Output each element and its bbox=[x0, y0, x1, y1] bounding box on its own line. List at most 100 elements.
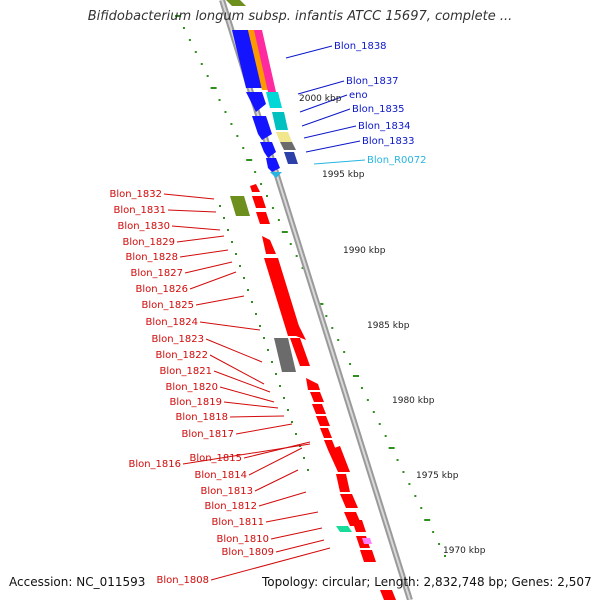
gene-label[interactable]: Blon_1837 bbox=[346, 76, 399, 87]
leader-line bbox=[248, 447, 303, 476]
gene-feature[interactable] bbox=[256, 212, 270, 224]
gene-feature[interactable] bbox=[352, 520, 366, 532]
gene-feature[interactable] bbox=[252, 196, 266, 208]
gene-label[interactable]: Blon_1817 bbox=[181, 429, 234, 440]
gene-feature[interactable] bbox=[280, 142, 296, 150]
gene-label[interactable]: Blon_1838 bbox=[334, 41, 387, 52]
tick-mark bbox=[239, 265, 241, 267]
gene-feature[interactable] bbox=[250, 184, 260, 192]
tick-mark bbox=[331, 327, 334, 329]
leader-line bbox=[297, 80, 345, 95]
tick-mark bbox=[227, 229, 229, 231]
tick-mark bbox=[263, 337, 265, 339]
gene-feature[interactable] bbox=[252, 116, 272, 140]
tick-mark bbox=[219, 205, 221, 207]
gene-feature[interactable] bbox=[362, 538, 372, 544]
gene-feature[interactable] bbox=[310, 392, 324, 402]
tick-mark bbox=[267, 349, 269, 351]
tick-mark bbox=[317, 303, 324, 305]
gene-label[interactable]: Blon_1808 bbox=[156, 575, 209, 586]
gene-feature[interactable] bbox=[286, 320, 306, 340]
ruler-label: 1995 kbp bbox=[322, 170, 365, 180]
gene-feature[interactable] bbox=[306, 378, 320, 390]
tick-mark bbox=[287, 409, 289, 411]
gene-feature[interactable] bbox=[324, 440, 336, 450]
tick-mark bbox=[444, 555, 446, 557]
gene-feature[interactable] bbox=[230, 196, 250, 216]
ruler-label: 1990 kbp bbox=[343, 246, 386, 256]
gene-label[interactable]: Blon_1816 bbox=[128, 459, 181, 470]
leader-line bbox=[229, 415, 285, 418]
gene-label[interactable]: Blon_1820 bbox=[165, 382, 218, 393]
leader-line bbox=[171, 225, 221, 231]
gene-feature[interactable] bbox=[316, 416, 330, 426]
gene-feature[interactable] bbox=[360, 550, 376, 562]
gene-label[interactable]: Blon_1818 bbox=[175, 412, 228, 423]
gene-label[interactable]: Blon_1824 bbox=[145, 317, 198, 328]
gene-feature[interactable] bbox=[328, 446, 350, 472]
gene-label[interactable]: Blon_1832 bbox=[109, 189, 162, 200]
gene-feature[interactable] bbox=[290, 338, 310, 366]
gene-feature[interactable] bbox=[266, 158, 280, 172]
gene-feature[interactable] bbox=[336, 474, 350, 492]
gene-feature[interactable] bbox=[232, 30, 262, 88]
gene-feature[interactable] bbox=[272, 112, 288, 130]
gene-label[interactable]: Blon_1812 bbox=[204, 501, 257, 512]
gene-label[interactable]: Blon_1825 bbox=[141, 300, 194, 311]
gene-feature[interactable] bbox=[274, 338, 296, 372]
gene-feature[interactable] bbox=[226, 0, 246, 6]
gene-label[interactable]: eno bbox=[349, 90, 368, 101]
leader-line bbox=[199, 321, 261, 331]
gene-feature[interactable] bbox=[380, 590, 396, 600]
gene-label[interactable]: Blon_R0072 bbox=[367, 155, 427, 166]
map-title: Bifidobacterium longum subsp. infantis A… bbox=[87, 9, 513, 24]
gene-label[interactable]: Blon_1831 bbox=[113, 205, 166, 216]
gene-label[interactable]: Blon_1822 bbox=[155, 350, 208, 361]
gene-label[interactable]: Blon_1814 bbox=[194, 470, 247, 481]
gene-label[interactable]: Blon_1835 bbox=[352, 104, 405, 115]
gene-label[interactable]: Blon_1828 bbox=[125, 252, 178, 263]
gene-feature[interactable] bbox=[276, 132, 292, 142]
leader-line bbox=[299, 94, 348, 113]
leader-line bbox=[189, 271, 237, 290]
tick-mark bbox=[243, 277, 245, 279]
gene-label[interactable]: Blon_1833 bbox=[362, 136, 415, 147]
gene-feature[interactable] bbox=[262, 236, 276, 254]
gene-label[interactable]: Blon_1829 bbox=[122, 237, 175, 248]
tick-mark bbox=[266, 195, 268, 197]
gene-feature[interactable] bbox=[336, 526, 352, 532]
gene-label[interactable]: Blon_1811 bbox=[211, 517, 264, 528]
gene-label[interactable]: Blon_1815 bbox=[189, 453, 242, 464]
gene-label[interactable]: Blon_1827 bbox=[130, 268, 183, 279]
gene-label[interactable]: Blon_1821 bbox=[159, 366, 212, 377]
leader-line bbox=[235, 423, 293, 435]
accession-text: Accession: NC_011593 bbox=[9, 575, 146, 589]
gene-label[interactable]: Blon_1810 bbox=[216, 534, 269, 545]
gene-feature[interactable] bbox=[246, 92, 266, 112]
gene-feature[interactable] bbox=[320, 428, 332, 438]
gene-label[interactable]: Blon_1834 bbox=[358, 121, 411, 132]
gene-feature[interactable] bbox=[254, 30, 276, 92]
gene-label[interactable]: Blon_1813 bbox=[200, 486, 253, 497]
gene-feature[interactable] bbox=[264, 258, 302, 336]
tick-mark bbox=[200, 63, 203, 65]
gene-feature[interactable] bbox=[284, 152, 298, 164]
tick-mark bbox=[384, 435, 387, 437]
label-leader-lines bbox=[163, 45, 366, 581]
gene-label[interactable]: Blon_1826 bbox=[135, 284, 188, 295]
gene-feature[interactable] bbox=[266, 92, 282, 108]
tick-mark bbox=[307, 469, 309, 471]
gene-label[interactable]: Blon_1830 bbox=[117, 221, 170, 232]
gene-label[interactable]: Blon_1823 bbox=[151, 334, 204, 345]
gene-feature[interactable] bbox=[260, 142, 276, 158]
gene-feature[interactable] bbox=[312, 404, 326, 414]
tick-mark bbox=[414, 495, 417, 497]
gene-feature[interactable] bbox=[270, 172, 282, 178]
gene-feature[interactable] bbox=[340, 494, 358, 508]
leader-line bbox=[223, 401, 279, 409]
gene-label[interactable]: Blon_1819 bbox=[169, 397, 222, 408]
gene-label[interactable]: Blon_1809 bbox=[221, 547, 274, 558]
tick-mark bbox=[325, 315, 328, 317]
